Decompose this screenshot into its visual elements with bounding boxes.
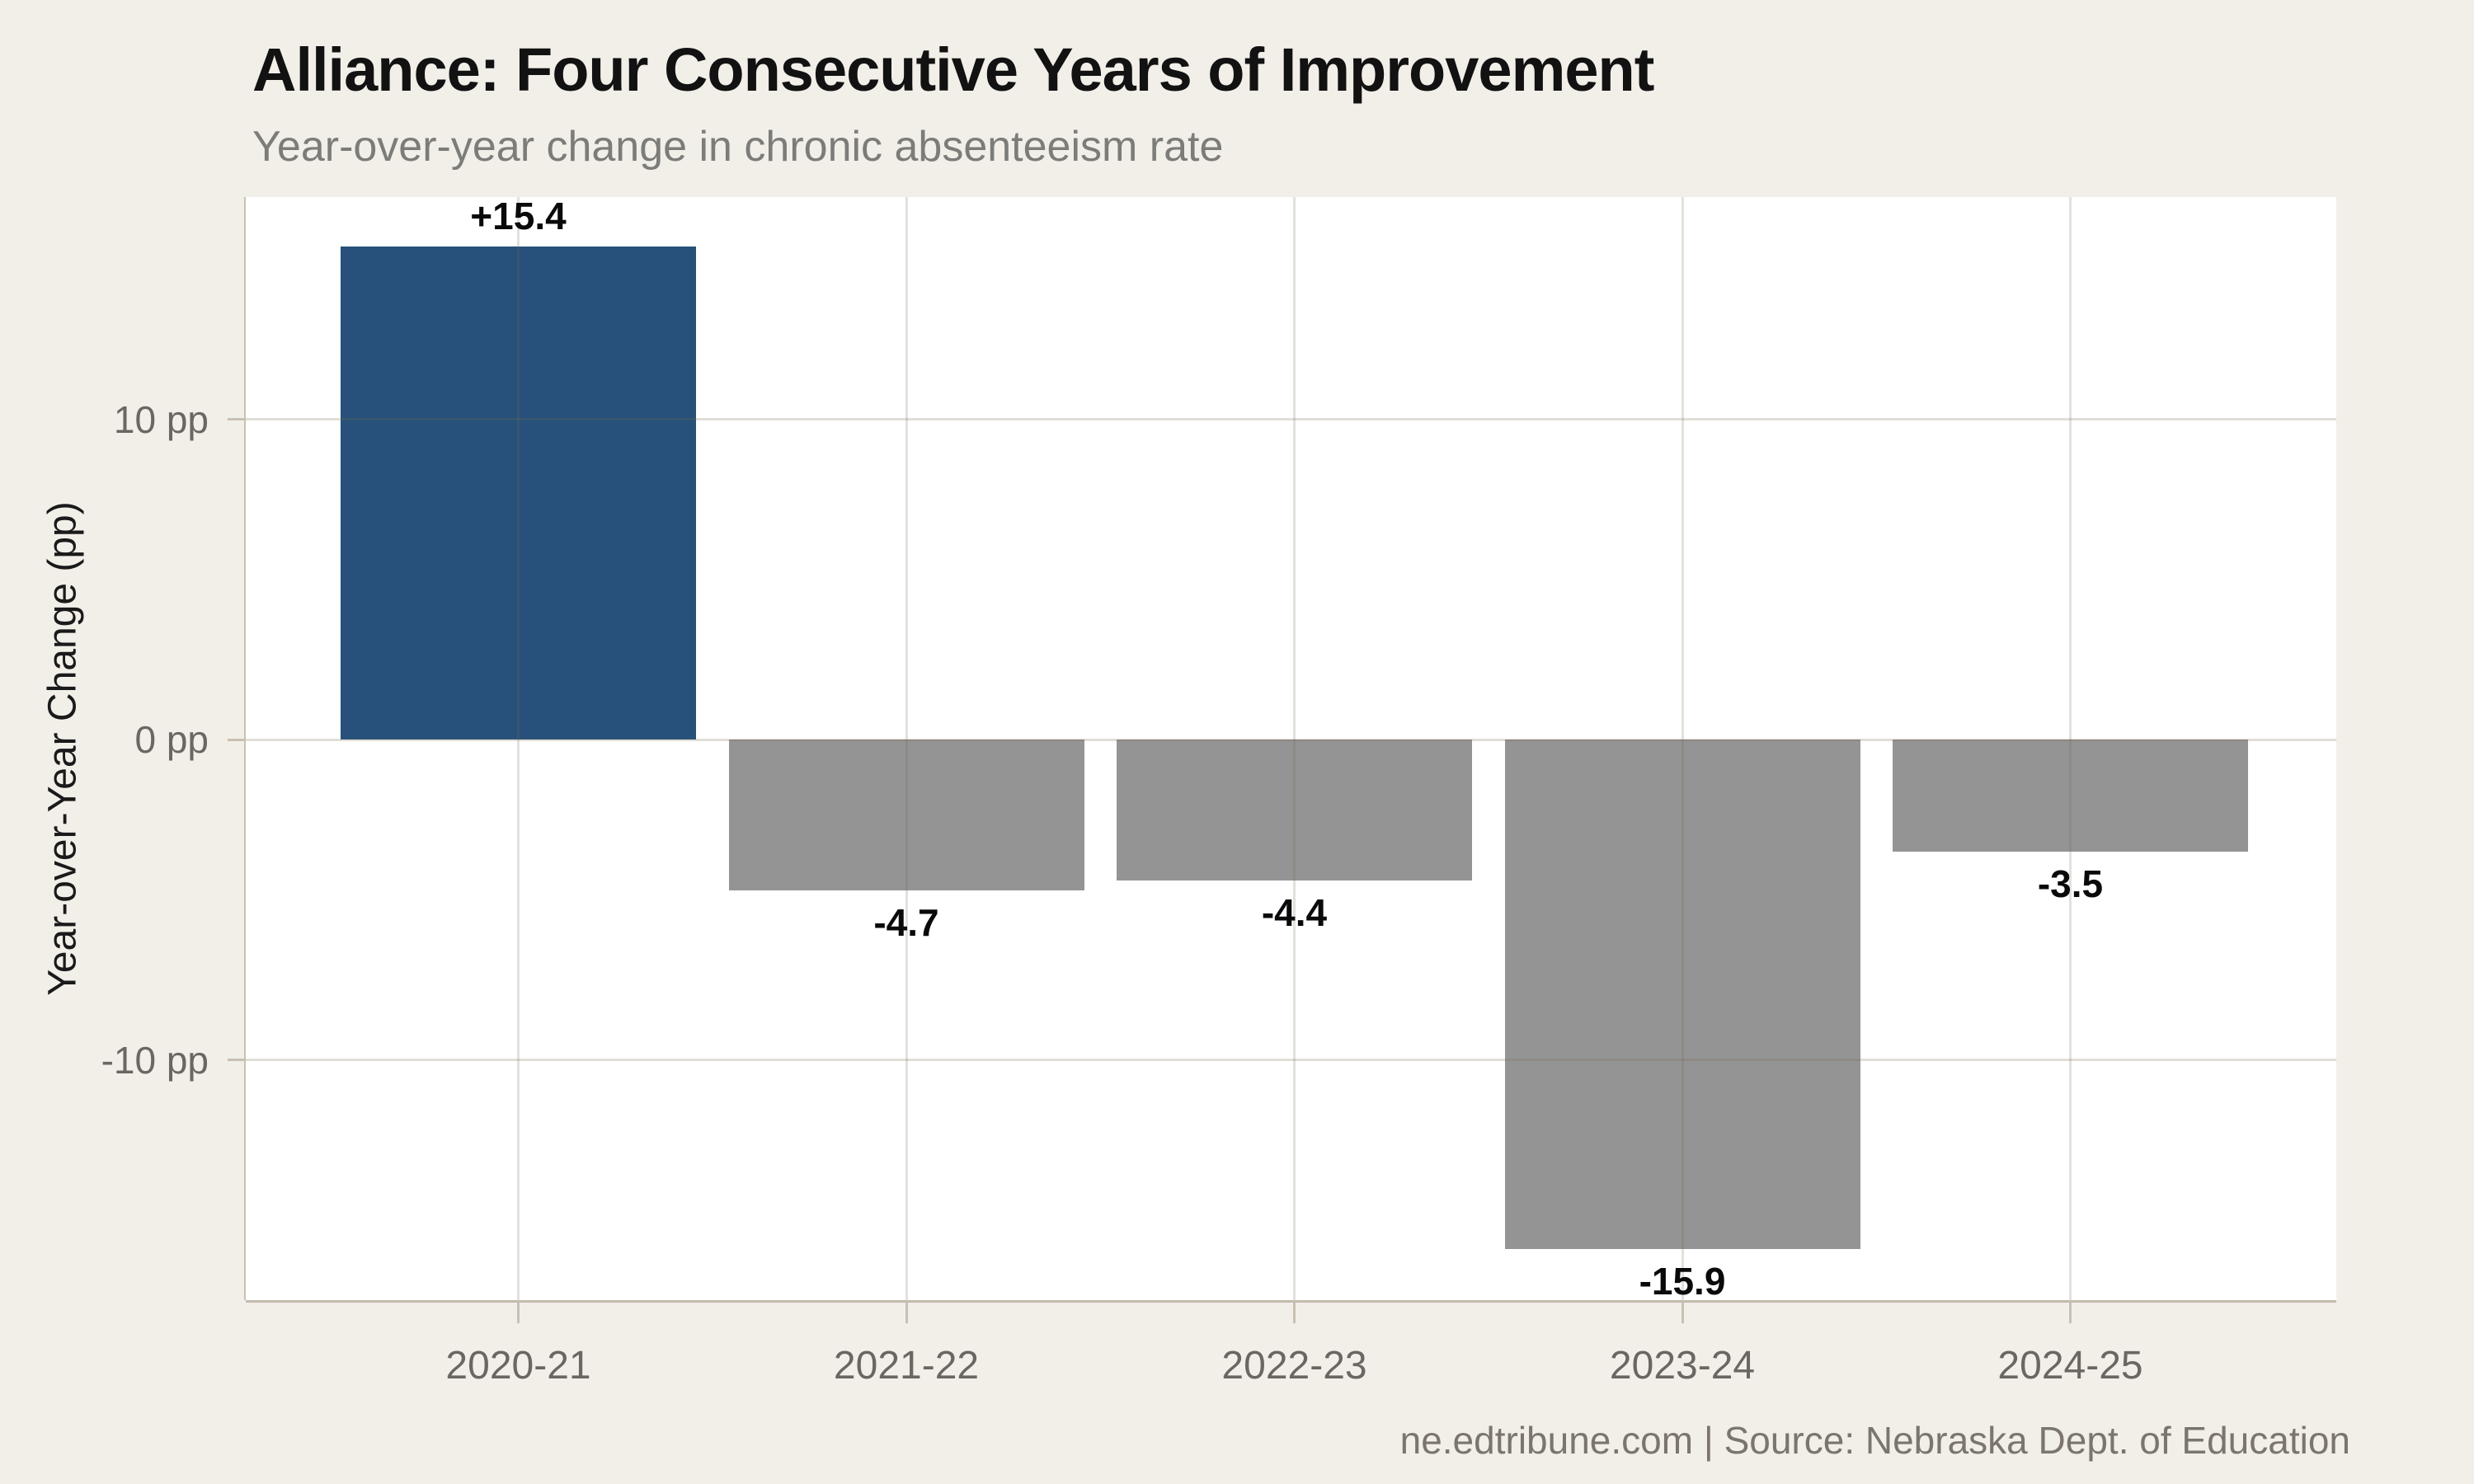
gridline--10pp — [246, 1059, 2336, 1062]
bar-value-2024-25: -3.5 — [2037, 862, 2104, 906]
bar-2022-23 — [1117, 740, 1472, 881]
bar-value-2023-24: -15.9 — [1639, 1260, 1726, 1303]
bar-2023-24 — [1504, 740, 1860, 1250]
x-tick-2021-22 — [905, 1300, 908, 1323]
gridline-0pp — [246, 738, 2336, 741]
y-tick-label-10pp: 10 pp — [113, 397, 209, 441]
x-tick-label-2022-23: 2022-23 — [1221, 1344, 1367, 1388]
bar-value-2021-22: -4.7 — [873, 900, 939, 944]
x-tick-label-2021-22: 2021-22 — [833, 1344, 980, 1388]
y-tick-10pp — [228, 418, 246, 421]
y-tick-label-0pp: 0 pp — [134, 718, 209, 762]
gridline-2020-21 — [517, 197, 520, 1300]
x-tick-2024-25 — [2069, 1300, 2072, 1323]
chart-subtitle: Year-over-year change in chronic absente… — [252, 123, 1224, 171]
bar-value-2022-23: -4.4 — [1261, 891, 1328, 935]
bar-2020-21 — [341, 246, 696, 740]
x-tick-label-2023-24: 2023-24 — [1609, 1344, 1756, 1388]
x-tick-label-2020-21: 2020-21 — [445, 1344, 591, 1388]
bar-2024-25 — [1893, 740, 2248, 852]
x-tick-2023-24 — [1681, 1300, 1684, 1323]
y-tick-label--10pp: -10 pp — [101, 1038, 209, 1082]
y-axis-spine — [244, 197, 246, 1300]
source-attribution: ne.edtribune.com | Source: Nebraska Dept… — [1399, 1419, 2350, 1462]
gridline-2021-22 — [905, 197, 908, 1300]
chart-title: Alliance: Four Consecutive Years of Impr… — [252, 35, 1654, 104]
y-tick-0pp — [228, 738, 246, 741]
x-tick-2020-21 — [517, 1300, 520, 1323]
gridline-10pp — [246, 418, 2336, 421]
x-tick-2022-23 — [1293, 1300, 1296, 1323]
x-axis-spine — [246, 1300, 2336, 1303]
bar-2021-22 — [728, 740, 1084, 890]
gridline-2024-25 — [2069, 197, 2072, 1300]
gridline-2022-23 — [1293, 197, 1296, 1300]
plot-area: 10 pp 0 pp -10 pp 2020-21 +15.4 2021-22 -4.7 20… — [101, 194, 2336, 1388]
gridline-2023-24 — [1681, 197, 1684, 1300]
x-tick-label-2024-25: 2024-25 — [1997, 1344, 2143, 1388]
y-tick--10pp — [228, 1059, 246, 1062]
bar-value-2020-21: +15.4 — [470, 194, 567, 237]
